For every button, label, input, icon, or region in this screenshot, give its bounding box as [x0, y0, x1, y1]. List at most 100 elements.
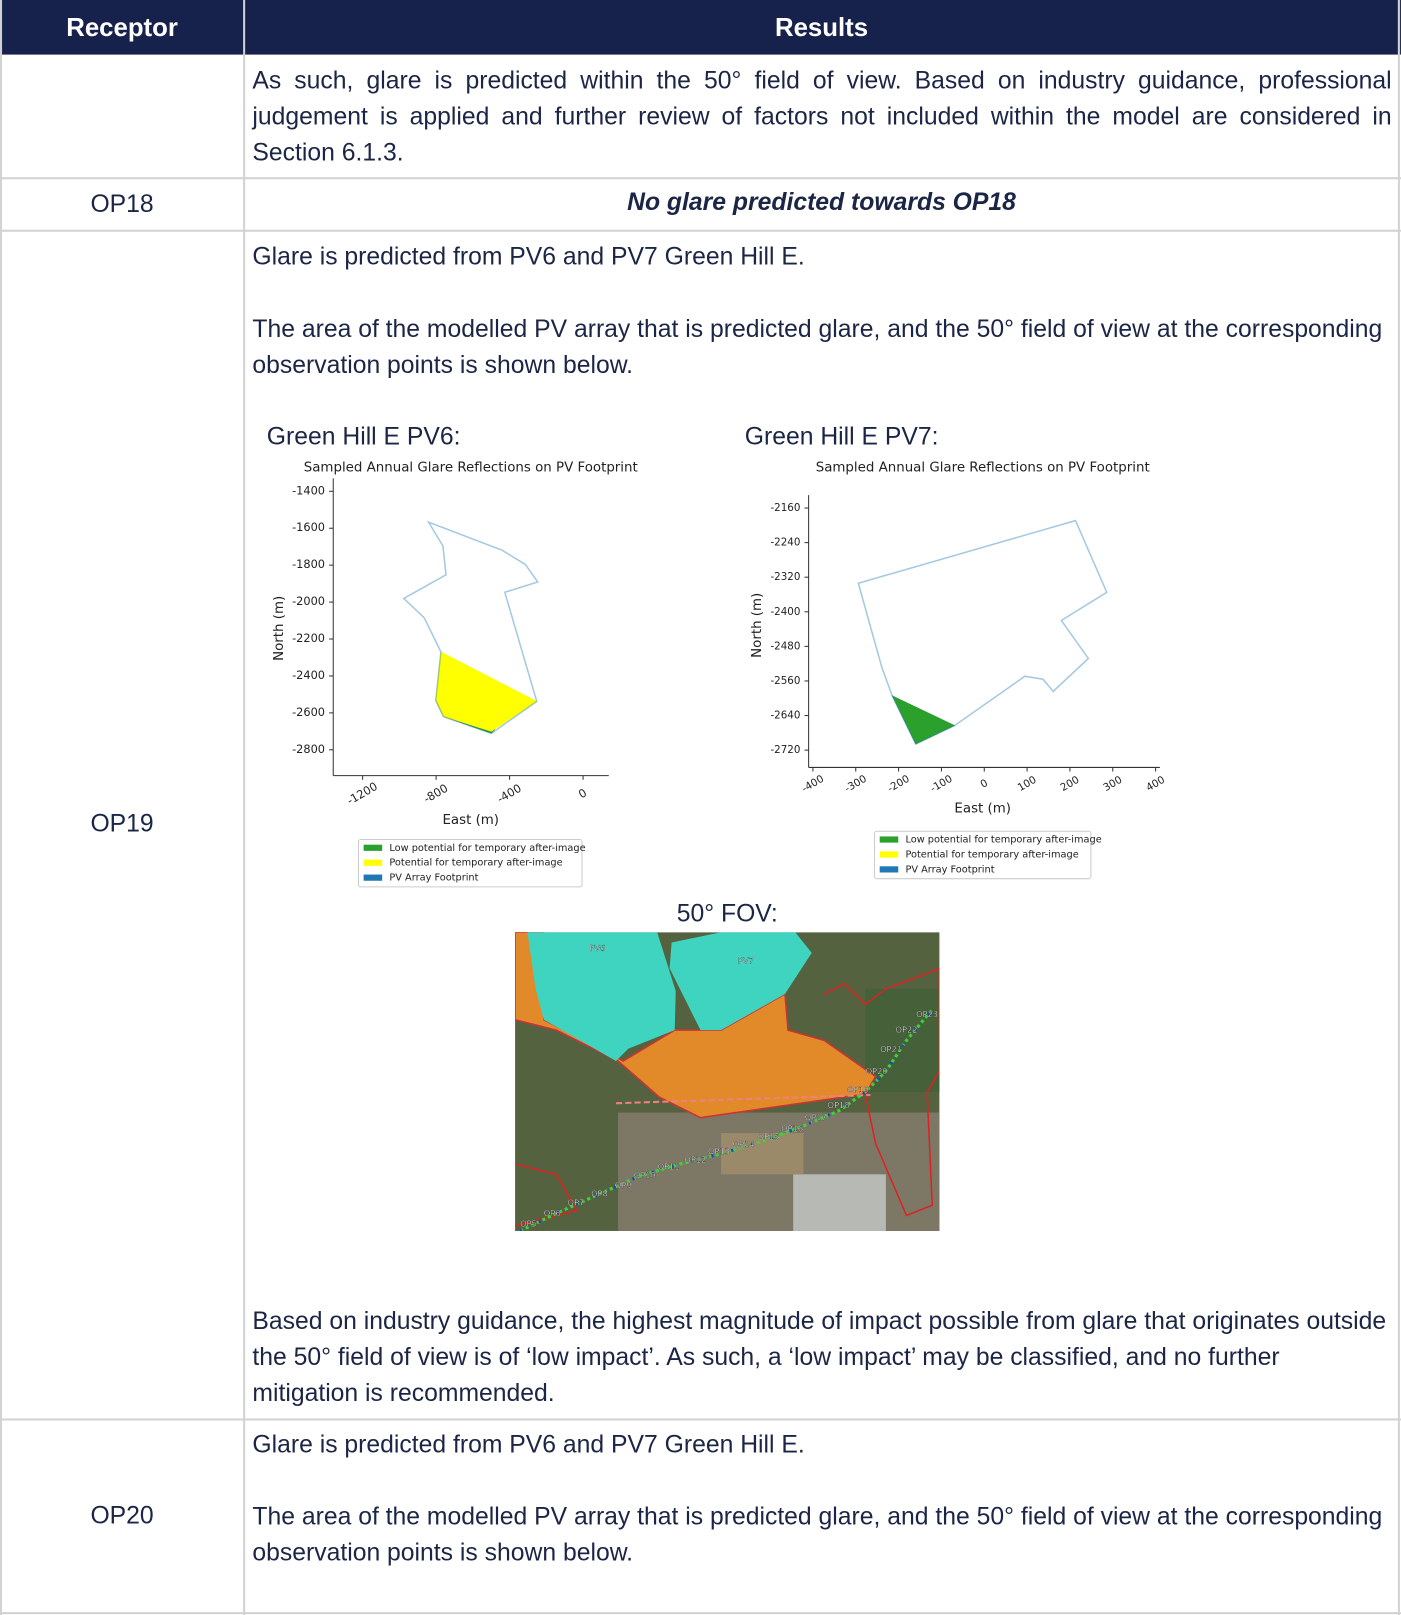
column-border	[0, 0, 3, 1615]
paragraph: Based on industry guidance, the highest …	[252, 1307, 1387, 1408]
x-tick-label: 0	[576, 785, 589, 801]
x-tick-label: -800	[421, 781, 450, 806]
no-glare-note: No glare predicted towards OP18	[627, 188, 1016, 217]
y-tick-label: -2400	[770, 606, 800, 618]
map-label: OP23	[916, 1009, 938, 1019]
x-tick-label: 400	[1144, 774, 1167, 794]
y-tick-label: -2240	[770, 537, 800, 549]
paragraph: The area of the modelled PV array that i…	[252, 1502, 1383, 1567]
paragraph: Glare is predicted from PV6 and PV7 Gree…	[252, 1430, 805, 1459]
map-field	[865, 988, 940, 1092]
receptor-label: OP18	[90, 190, 154, 219]
y-tick-label: -2400	[292, 668, 325, 682]
map-label: OP22	[896, 1025, 918, 1035]
legend-label: PV Array Footprint	[389, 873, 478, 884]
map-label: OP21	[880, 1044, 902, 1054]
map-field	[721, 1133, 804, 1175]
legend-box	[357, 839, 583, 888]
map-label: OP18	[828, 1100, 850, 1110]
legend-swatch	[363, 844, 383, 851]
map-label: OP7	[567, 1198, 584, 1208]
pv-footprint	[402, 520, 539, 735]
row-border	[0, 1612, 1401, 1615]
column-header: Receptor	[66, 13, 178, 43]
row-border	[0, 177, 1401, 180]
paragraph: As such, glare is predicted within the 5…	[252, 66, 1392, 167]
row-border	[0, 229, 1401, 232]
x-tick-label: 200	[1058, 774, 1081, 794]
x-tick-label: -100	[928, 773, 954, 795]
map-label: OP17	[805, 1112, 827, 1122]
x-tick-label: 0	[978, 777, 990, 791]
fov-map: PV6PV7OP23OP22OP21OP20OP19OP18OP17OP16OP…	[515, 932, 940, 1231]
receptor-label: OP19	[90, 809, 154, 838]
map-boundary	[515, 1163, 579, 1227]
y-axis-label: North (m)	[272, 596, 287, 661]
legend-label: Low potential for temporary after-image	[905, 835, 1101, 846]
paragraph: The area of the modelled PV array that i…	[252, 315, 1383, 380]
row-border	[0, 1418, 1401, 1421]
glare-area	[891, 695, 956, 745]
map-label: OP8	[591, 1188, 608, 1198]
figure-heading: Green Hill E PV7:	[745, 423, 939, 450]
legend-swatch	[363, 859, 383, 866]
y-tick-label: -2000	[292, 594, 325, 608]
map-label: OP13	[708, 1146, 730, 1156]
map-label: OP5	[520, 1218, 537, 1228]
figure-heading: 50° FOV:	[677, 900, 778, 927]
x-tick-label: -400	[800, 773, 826, 795]
map-label: OP6	[544, 1208, 561, 1218]
map-label: OP14	[733, 1139, 755, 1149]
paragraph: Glare is predicted from PV6 and PV7 Gree…	[252, 243, 805, 271]
map-industrial	[793, 1174, 886, 1231]
x-tick-label: -400	[494, 781, 523, 806]
x-tick-label: -300	[843, 773, 869, 795]
map-label: OP16	[781, 1123, 803, 1133]
map-label: OP12	[684, 1154, 706, 1164]
x-axis-label: East (m)	[954, 802, 1011, 817]
map-label: OP9	[615, 1180, 632, 1190]
y-tick-label: -1800	[292, 557, 325, 571]
legend-swatch	[363, 874, 383, 881]
y-tick-label: -2800	[292, 742, 325, 756]
y-tick-label: -2320	[770, 571, 800, 583]
y-tick-label: -2560	[770, 675, 800, 687]
y-tick-label: -1600	[292, 520, 325, 534]
receptor-label: OP20	[90, 1501, 154, 1530]
legend-swatch	[879, 866, 899, 873]
legend-label: PV Array Footprint	[905, 864, 994, 875]
glare-area	[435, 651, 538, 732]
y-tick-label: -2480	[770, 640, 800, 652]
map-label: PV7	[738, 956, 754, 966]
y-tick-label: -2200	[292, 631, 325, 645]
column-border	[243, 0, 246, 1615]
map-pv7	[669, 932, 812, 1031]
map-route	[519, 1008, 934, 1231]
map-label: PV6	[590, 943, 606, 953]
chart-title: Sampled Annual Glare Reflections on PV F…	[816, 461, 1150, 476]
map-boundary	[823, 967, 940, 1217]
x-tick-label: -1200	[344, 779, 380, 808]
column-border	[1397, 0, 1400, 1615]
legend-box	[874, 830, 1092, 880]
y-tick-label: -1400	[292, 483, 325, 497]
map-label: OP10	[634, 1170, 656, 1180]
y-tick-label: -2600	[292, 705, 325, 719]
x-tick-label: 300	[1101, 774, 1124, 794]
pv-footprint	[857, 519, 1108, 746]
x-tick-label: 100	[1016, 774, 1039, 794]
legend-label: Potential for temporary after-image	[905, 849, 1078, 860]
map-label: OP19	[847, 1084, 869, 1094]
map-label: OP15	[757, 1132, 779, 1142]
chart-title: Sampled Annual Glare Reflections on PV F…	[304, 461, 638, 476]
y-axis-label: North (m)	[750, 593, 765, 658]
y-tick-label: -2720	[770, 744, 800, 756]
y-tick-label: -2160	[770, 502, 800, 514]
header-bar	[0, 0, 1401, 55]
legend-label: Low potential for temporary after-image	[389, 843, 585, 854]
map-fov-line	[615, 1093, 871, 1105]
y-tick-label: -2640	[770, 710, 800, 722]
legend-swatch	[879, 836, 899, 843]
